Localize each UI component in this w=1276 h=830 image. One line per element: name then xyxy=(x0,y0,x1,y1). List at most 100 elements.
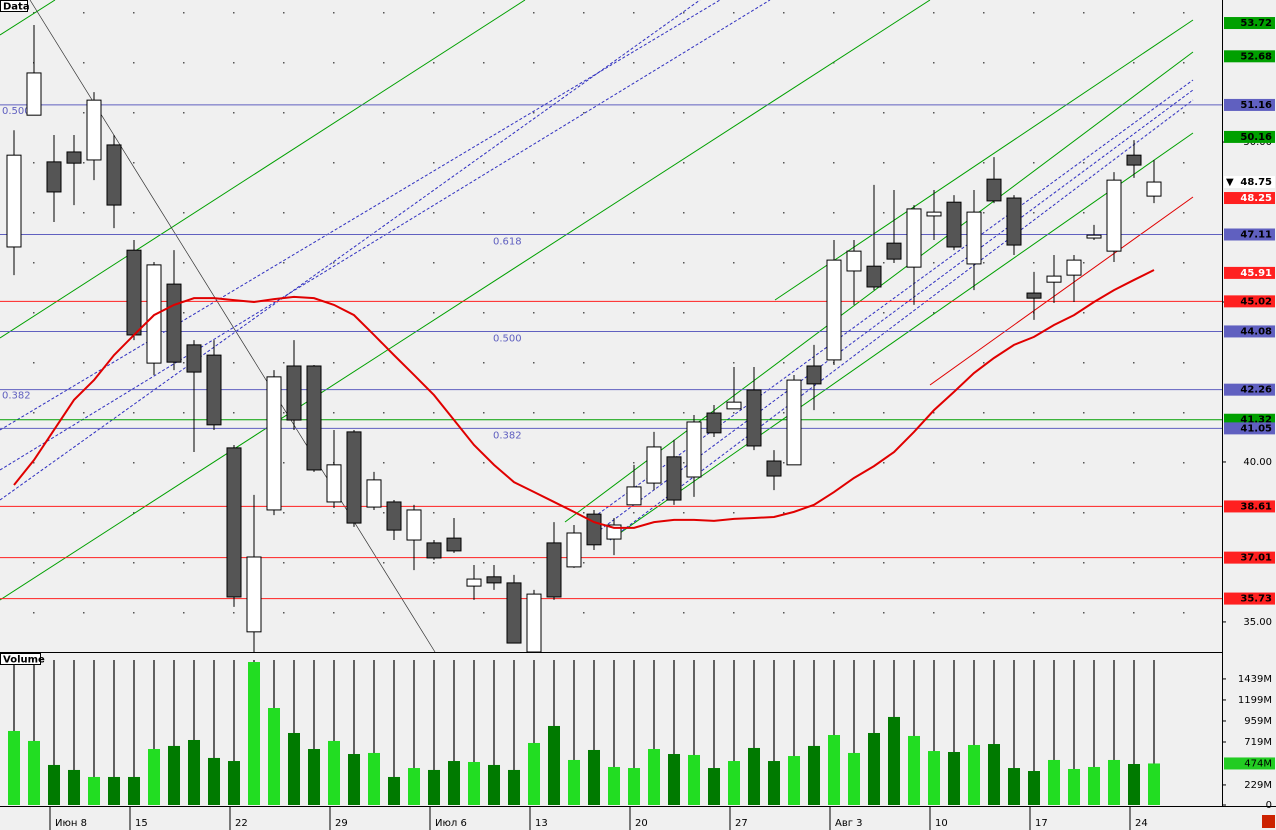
volume-bar xyxy=(1008,768,1020,805)
x-tick-label: 29 xyxy=(335,818,348,829)
candle-body xyxy=(46,161,62,193)
volume-bar xyxy=(408,768,420,805)
candle-body xyxy=(426,542,442,559)
volume-bar xyxy=(1128,763,1140,805)
volume-bar xyxy=(868,732,880,805)
level-box xyxy=(1224,422,1275,435)
x-tick-label: 13 xyxy=(535,818,548,829)
volume-bar xyxy=(88,776,100,805)
candle-body xyxy=(886,242,902,260)
volume-bar xyxy=(388,776,400,805)
x-tick-label: 17 xyxy=(1035,818,1048,829)
volume-tick-label: 959M xyxy=(1244,716,1272,727)
panel-label-box xyxy=(0,0,28,12)
candle-body xyxy=(366,479,382,508)
candle-body xyxy=(406,509,422,541)
level-label: 45.91 xyxy=(1240,268,1272,279)
level-label: 42.26 xyxy=(1240,385,1272,396)
volume-bar xyxy=(8,730,20,805)
candle-body xyxy=(66,151,82,164)
volume-tick-label: 229M xyxy=(1244,780,1272,791)
volume-bar xyxy=(808,745,820,805)
candle-body xyxy=(706,412,722,434)
level-box xyxy=(1224,50,1275,63)
volume-tick-label: 1439M xyxy=(1238,674,1272,685)
x-tick-label: 24 xyxy=(1135,818,1148,829)
candle-body xyxy=(1046,275,1062,283)
last-price-label: 48.75 xyxy=(1240,177,1272,188)
candle-body xyxy=(726,401,742,410)
last-price-box xyxy=(1224,176,1275,189)
candle-body xyxy=(986,178,1002,202)
last-price-marker: ▼ xyxy=(1226,177,1234,188)
x-tick-label: 10 xyxy=(935,818,948,829)
volume-bar xyxy=(468,761,480,805)
volume-bar xyxy=(428,769,440,805)
panel-label: Data xyxy=(3,2,30,13)
candle-body xyxy=(326,464,342,503)
level-label: 45.02 xyxy=(1240,296,1272,307)
scroll-button[interactable] xyxy=(1262,815,1275,828)
candle-body xyxy=(526,593,542,653)
volume-current-label: 474M xyxy=(1244,758,1272,769)
volume-bar xyxy=(748,747,760,805)
volume-bar xyxy=(508,769,520,805)
candle-body xyxy=(186,344,202,373)
volume-bar xyxy=(1028,771,1040,805)
candle-body xyxy=(506,582,522,644)
candle-body xyxy=(626,486,642,506)
level-box xyxy=(1224,266,1275,279)
dot-grid xyxy=(0,0,1222,652)
volume-bar xyxy=(68,769,80,805)
volume-bar xyxy=(788,756,800,805)
level-box xyxy=(1224,325,1275,338)
candle-body xyxy=(166,283,182,363)
level-label: 37.01 xyxy=(1240,553,1272,564)
volume-bar xyxy=(108,776,120,805)
candle-body xyxy=(546,542,562,598)
x-tick-label: Авг 3 xyxy=(835,818,863,829)
volume-bar xyxy=(728,761,740,805)
volume-bar xyxy=(528,742,540,805)
candle-body xyxy=(926,211,942,217)
volume-bar xyxy=(348,754,360,805)
volume-bar xyxy=(708,768,720,805)
level-label: 38.61 xyxy=(1240,501,1272,512)
level-box xyxy=(1224,500,1275,513)
level-label: 35.73 xyxy=(1240,594,1272,605)
moving-average xyxy=(13,269,1155,529)
candle-body xyxy=(586,513,602,546)
volume-bar xyxy=(588,749,600,805)
level-label: 47.11 xyxy=(1240,230,1272,241)
x-tick-label: 20 xyxy=(635,818,648,829)
volume-tick-label: 1199M xyxy=(1238,695,1272,706)
x-tick-label: 27 xyxy=(735,818,748,829)
volume-bar xyxy=(1068,768,1080,805)
volume-bar xyxy=(168,745,180,805)
volume-bar xyxy=(288,732,300,805)
panel-label: Volume xyxy=(3,655,45,666)
fib-label: 0.382 xyxy=(493,430,522,441)
candle-body xyxy=(906,208,922,268)
panel-label-box xyxy=(0,653,41,665)
volume-bar xyxy=(248,662,260,805)
volume-bar xyxy=(948,751,960,805)
volume-tick-label: 719M xyxy=(1244,737,1272,748)
dashed-line xyxy=(0,0,701,501)
volume-bar xyxy=(1108,759,1120,805)
candle-body xyxy=(206,354,222,426)
volume-bar xyxy=(548,725,560,805)
candle-body xyxy=(246,556,262,633)
candle-body xyxy=(126,249,142,336)
candle-body xyxy=(966,211,982,265)
volume-bar xyxy=(648,749,660,805)
volume-bar xyxy=(968,744,980,805)
candle-body xyxy=(306,365,322,471)
dashed-line xyxy=(589,79,1194,521)
trend-line xyxy=(0,0,56,36)
volume-bar xyxy=(688,754,700,805)
candle-body xyxy=(86,99,102,161)
level-box xyxy=(1224,295,1275,308)
